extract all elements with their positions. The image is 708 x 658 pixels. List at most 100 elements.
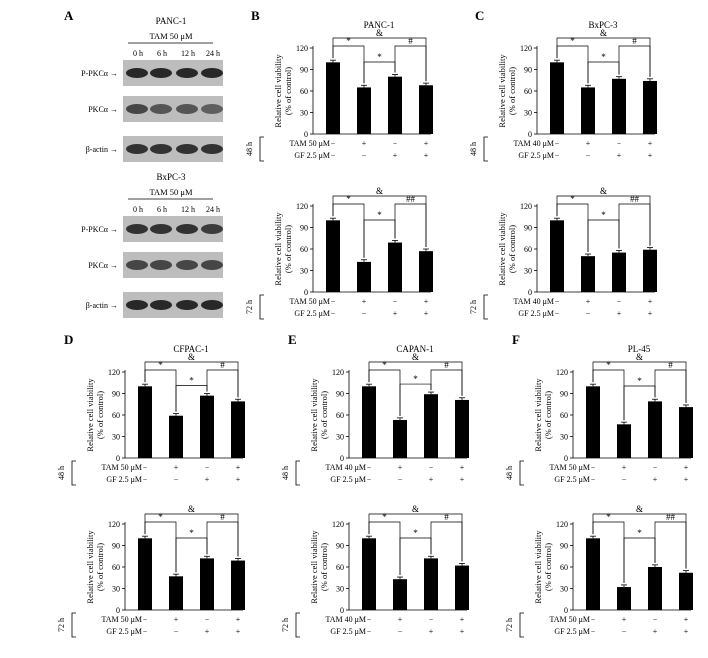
significance-label: * [606, 512, 611, 522]
bar [419, 85, 433, 134]
row-bracket [483, 294, 488, 320]
bar [362, 386, 376, 458]
blot-timepoint: 12 h [181, 49, 195, 58]
bar [424, 394, 438, 458]
y-tick-label: 90 [112, 542, 120, 551]
y-tick-label: 60 [112, 563, 120, 572]
condition-tam: + [460, 615, 465, 624]
condition-gf: − [398, 475, 403, 484]
significance-bracket [368, 361, 463, 396]
significance-label: # [444, 512, 449, 522]
panel-letter-E: E [288, 332, 297, 347]
row-bracket [295, 612, 300, 638]
condition-gf: − [591, 627, 596, 636]
condition-tam: + [460, 463, 465, 472]
blot-band [176, 260, 198, 270]
y-tick-label: 0 [340, 454, 344, 463]
condition-gf: + [429, 627, 434, 636]
bar [357, 87, 371, 134]
bar [388, 242, 402, 292]
chart-title: CAPAN-1 [396, 344, 433, 354]
condition-tam: + [424, 297, 429, 306]
y-axis-label: Relative cell viability [533, 378, 543, 452]
significance-bracket [556, 195, 651, 246]
blot-band [150, 144, 172, 154]
chart-title: PANC-1 [364, 20, 395, 30]
condition-gf: + [393, 309, 398, 318]
bar [617, 587, 631, 610]
y-axis-label: Relative cell viability [497, 212, 507, 286]
y-tick-label: 0 [304, 288, 308, 297]
bar [617, 424, 631, 458]
condition-tam: + [586, 139, 591, 148]
blot-band [201, 260, 223, 270]
row-label-gf: GF 2.5 μM [518, 309, 554, 318]
condition-gf: + [205, 627, 210, 636]
panel-letter-A: A [64, 8, 74, 23]
significance-bracket [556, 37, 651, 77]
y-tick-label: 30 [336, 433, 344, 442]
bar [679, 572, 693, 610]
blot-band [201, 224, 223, 234]
significance-label: * [346, 36, 351, 46]
significance-label: # [444, 360, 449, 370]
blot-band [150, 224, 172, 234]
significance-bracket [394, 203, 427, 247]
bar [586, 386, 600, 458]
y-axis-label-unit: (% of control) [507, 67, 517, 115]
y-tick-label: 30 [560, 585, 568, 594]
y-axis-label-unit: (% of control) [543, 391, 553, 439]
significance-label: & [600, 186, 607, 196]
condition-gf: − [555, 309, 560, 318]
condition-gf: + [236, 627, 241, 636]
significance-bracket [144, 361, 239, 398]
blot-treatment: TAM 50 μM [149, 187, 193, 197]
significance-bracket [394, 45, 427, 82]
y-tick-label: 120 [296, 44, 308, 53]
row-label-tam: TAM 50 μM [549, 615, 590, 624]
significance-bracket [430, 521, 463, 562]
blot-timepoint: 0 h [133, 49, 143, 58]
condition-gf: − [174, 475, 179, 484]
significance-label: # [220, 360, 225, 370]
y-tick-label: 120 [108, 520, 120, 529]
condition-gf: + [424, 309, 429, 318]
time-label: 72 h [469, 300, 478, 314]
significance-label: ## [630, 194, 640, 204]
condition-tam: + [398, 615, 403, 624]
blot-bxpc-3: BxPC-3 TAM 50 μM 0 h 6 h 12 h 24 h P-PKCα → PKC… [81, 172, 223, 318]
blot-band [201, 68, 223, 78]
significance-label: * [637, 376, 642, 386]
bar [231, 560, 245, 610]
significance-label: * [377, 52, 382, 62]
y-tick-label: 60 [300, 245, 308, 254]
bar [612, 78, 626, 134]
y-tick-label: 60 [112, 411, 120, 420]
blot-band [176, 224, 198, 234]
significance-bracket [618, 45, 651, 77]
blot-band [150, 300, 172, 310]
y-tick-label: 120 [520, 202, 532, 211]
y-tick-label: 120 [556, 520, 568, 529]
y-tick-label: 0 [116, 606, 120, 615]
blot-band [176, 300, 198, 310]
significance-label: & [188, 504, 195, 514]
chart-title: PL-45 [628, 344, 651, 354]
condition-tam: + [684, 463, 689, 472]
bar [648, 401, 662, 458]
row-bracket [259, 136, 264, 162]
panel-letter-B: B [251, 8, 260, 23]
y-tick-label: 90 [560, 390, 568, 399]
bar [326, 62, 340, 135]
significance-label: # [408, 36, 413, 46]
significance-bracket [206, 369, 239, 398]
blot-treatment: TAM 50 μM [149, 31, 193, 41]
significance-label: ## [666, 512, 676, 522]
condition-tam: − [331, 139, 336, 148]
significance-label: * [570, 194, 575, 204]
y-tick-label: 30 [524, 109, 532, 118]
condition-tam: − [393, 139, 398, 148]
bar [581, 87, 595, 134]
row-label-tam: TAM 40 μM [325, 463, 366, 472]
